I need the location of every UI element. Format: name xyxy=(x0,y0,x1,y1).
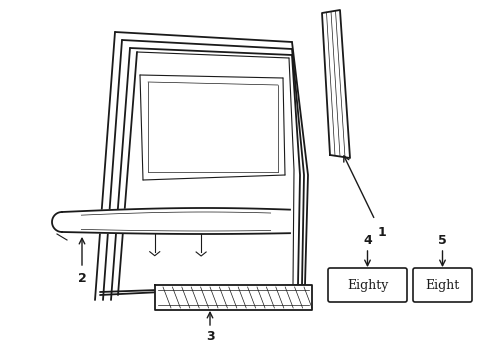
FancyBboxPatch shape xyxy=(413,268,472,302)
Polygon shape xyxy=(322,10,350,158)
FancyBboxPatch shape xyxy=(328,268,407,302)
Text: 4: 4 xyxy=(363,234,372,247)
Text: 2: 2 xyxy=(77,271,86,284)
Polygon shape xyxy=(62,208,290,234)
Text: 1: 1 xyxy=(378,225,387,239)
Text: Eight: Eight xyxy=(425,279,460,292)
Polygon shape xyxy=(100,35,310,295)
Polygon shape xyxy=(155,285,312,310)
Text: 3: 3 xyxy=(206,330,214,343)
Text: Eighty: Eighty xyxy=(347,279,388,292)
Text: 5: 5 xyxy=(438,234,447,247)
